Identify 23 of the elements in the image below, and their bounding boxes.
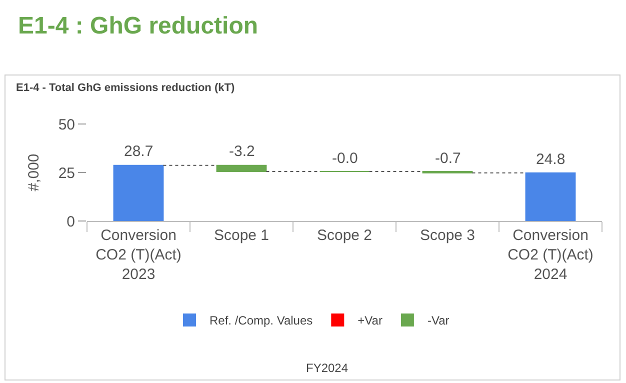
bar	[216, 164, 267, 172]
data-label: -0.0	[332, 150, 358, 167]
data-label: -0.7	[435, 150, 461, 167]
data-label: -3.2	[229, 143, 255, 160]
text: FY2024	[306, 361, 348, 375]
y-tick-label: 50	[58, 116, 75, 134]
y-tick-label: 25	[58, 164, 75, 182]
x-tick-label: Scope 1	[214, 227, 270, 244]
x-tick-label: Scope 3	[420, 227, 476, 244]
data-label: 24.8	[536, 151, 566, 168]
y-tick-label: 0	[66, 213, 75, 230]
bar	[113, 164, 164, 221]
legend-label: +Var	[358, 314, 382, 328]
x-tick-label: Conversion CO2 (T)(Act) 2023	[96, 227, 182, 283]
x-tick-label: Conversion CO2 (T)(Act) 2024	[508, 227, 594, 283]
x-tick-label: Scope 2	[316, 227, 372, 244]
data-label: 28.7	[124, 143, 154, 160]
legend-label: Ref. /Comp. Values	[210, 314, 313, 328]
chart-subtitle: E1-4 - Total GhG emissions reduction (kT)	[16, 82, 235, 94]
legend-label: -Var	[427, 314, 450, 328]
chart-title: E1-4 : GhG reduction	[18, 12, 258, 40]
bar	[525, 172, 576, 221]
y-axis-title: #,000	[26, 154, 43, 192]
